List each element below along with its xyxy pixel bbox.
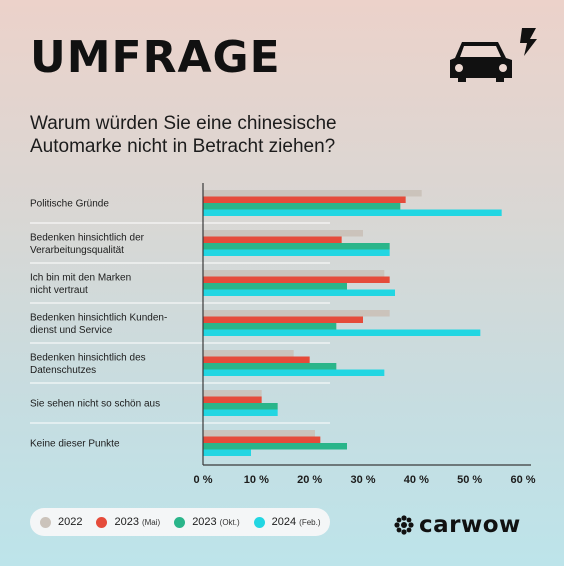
bar — [203, 436, 321, 443]
legend-note: (Okt.) — [219, 517, 240, 527]
category-label-line: Sie sehen nicht so schön aus — [30, 399, 160, 410]
x-tick-label: 0 % — [194, 474, 213, 486]
legend-swatch — [174, 516, 186, 528]
legend-note: (Feb.) — [299, 517, 321, 527]
category-label-line: Politische Gründe — [30, 199, 109, 210]
legend-year: 2023 — [192, 516, 217, 528]
category-label: Sie sehen nicht so schön aus — [30, 399, 160, 410]
x-tick-label: 20 % — [297, 474, 322, 486]
category-label-line: nicht vertraut — [30, 285, 88, 296]
car-lightning-graphic — [440, 28, 540, 88]
x-tick-label: 10 % — [244, 474, 269, 486]
brand-name: carwow — [419, 512, 521, 538]
bar — [203, 236, 342, 243]
category-label-line: Bedenken hinsichtlich der — [30, 232, 145, 243]
bar — [203, 243, 390, 250]
chart-question: Warum würden Sie eine chinesische Automa… — [30, 112, 450, 158]
category-label-line: Bedenken hinsichtlich des — [30, 352, 146, 363]
legend-item: 2022 — [40, 516, 82, 528]
lightning-icon — [520, 28, 537, 56]
x-tick-label: 40 % — [404, 474, 429, 486]
bar — [203, 323, 337, 330]
category-label-line: Verarbeitungsqualität — [30, 245, 124, 256]
car-icon — [450, 42, 512, 82]
bar — [203, 310, 390, 317]
legend-item: 2023 (Mai) — [96, 516, 160, 528]
bar — [203, 329, 481, 336]
category-label: Ich bin mit den Marken nicht vertraut — [30, 272, 131, 296]
bar — [203, 270, 385, 277]
bar — [203, 369, 385, 376]
brand-logo: carwow — [394, 512, 521, 538]
bar — [203, 390, 262, 397]
subtitle-line-1: Warum würden Sie eine chinesische — [30, 113, 337, 134]
legend-swatch — [253, 516, 265, 528]
carwow-logo-icon — [394, 515, 414, 535]
bar — [203, 203, 401, 210]
legend-year: 2023 — [114, 516, 139, 528]
legend-swatch — [40, 516, 51, 528]
bar — [203, 209, 502, 216]
bar — [203, 289, 395, 296]
bar — [203, 409, 278, 416]
bar — [203, 190, 422, 197]
category-label-line: Keine dieser Punkte — [30, 439, 120, 450]
bar-chart: Politische Gründe Bedenken hinsichtlich d… — [30, 183, 536, 486]
page-title: UMFRAGE — [30, 32, 281, 83]
bar — [203, 230, 363, 237]
bar — [203, 276, 390, 283]
category-label-line: Bedenken hinsichtlich Kunden- — [30, 312, 167, 323]
x-tick-label: 50 % — [457, 474, 482, 486]
legend-note: (Mai) — [141, 517, 161, 527]
subtitle-line-2: Automarke nicht in Betracht ziehen? — [30, 136, 336, 157]
legend-year: 2024 — [271, 516, 297, 528]
bar — [203, 350, 294, 357]
bar — [203, 443, 347, 450]
bar — [203, 363, 337, 370]
category-label: Bedenken hinsichtlich Kunden-dienst und … — [30, 312, 167, 336]
bar — [203, 316, 363, 323]
category-label: Bedenken hinsichtlich der Verarbeitungsqu… — [30, 232, 145, 256]
bar — [203, 283, 347, 290]
legend-item: 2024 (Feb.) — [253, 516, 321, 528]
bar — [203, 249, 390, 256]
category-label-line: Datenschutzes — [30, 365, 96, 376]
legend: 2022 2023 (Mai) 2023 (Okt.) 2024 (Feb.) — [30, 508, 330, 536]
category-label-line: Ich bin mit den Marken — [30, 272, 131, 283]
legend-item: 2023 (Okt.) — [174, 516, 240, 528]
x-tick-label: 30 % — [350, 474, 375, 486]
category-label: Keine dieser Punkte — [30, 439, 120, 450]
legend-swatch — [96, 516, 108, 528]
bar — [203, 449, 251, 456]
legend-year: 2022 — [58, 516, 83, 528]
category-label: Politische Gründe — [30, 199, 109, 210]
bar — [203, 196, 406, 203]
bar — [203, 403, 278, 410]
bar — [203, 396, 262, 403]
bar — [203, 356, 310, 363]
bar — [203, 430, 315, 437]
x-tick-label: 60 % — [510, 474, 535, 486]
category-label: Bedenken hinsichtlich des Datenschutzes — [30, 352, 146, 376]
category-label-line: dienst und Service — [30, 325, 113, 336]
